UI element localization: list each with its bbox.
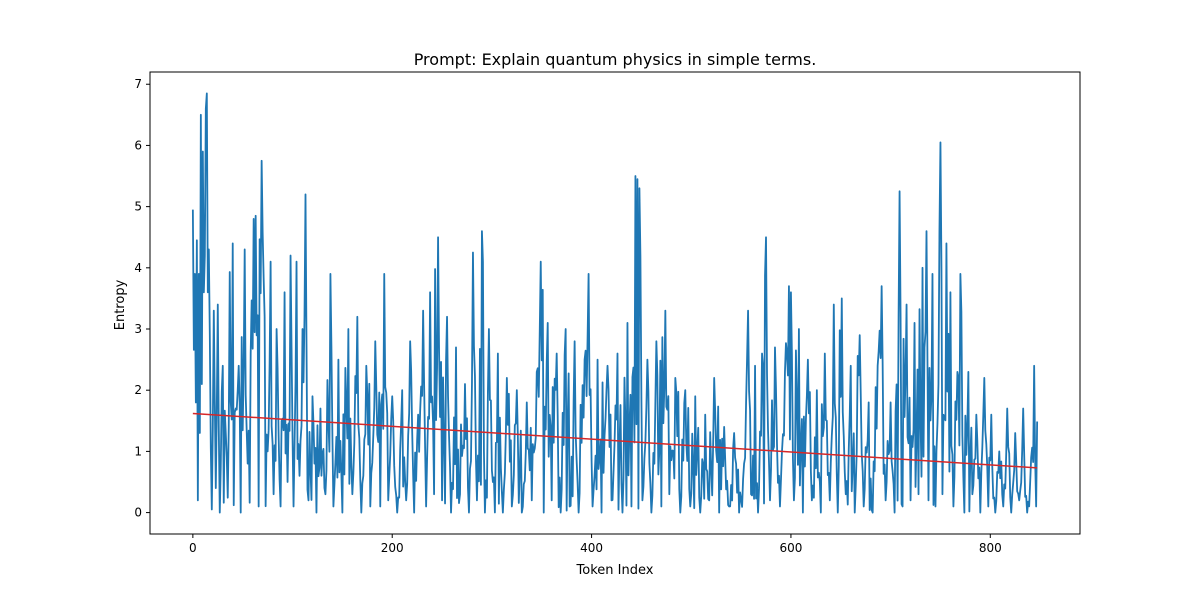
x-tick-label: 0 bbox=[189, 541, 197, 555]
y-tick-label: 2 bbox=[134, 383, 142, 397]
y-tick-label: 1 bbox=[134, 444, 142, 458]
x-axis: 0 200 400 600 800 bbox=[189, 534, 1002, 555]
entropy-line bbox=[191, 92, 1039, 514]
y-tick-label: 6 bbox=[134, 138, 142, 152]
y-axis-label: Entropy bbox=[113, 279, 128, 330]
x-tick-label: 800 bbox=[979, 541, 1002, 555]
y-tick-label: 7 bbox=[134, 77, 142, 91]
y-tick-label: 4 bbox=[134, 261, 142, 275]
x-axis-label: Token Index bbox=[576, 563, 654, 578]
plot-marks bbox=[191, 92, 1039, 514]
y-axis: 0 1 2 3 4 5 6 7 bbox=[134, 77, 150, 520]
y-tick-label: 3 bbox=[134, 322, 142, 336]
x-tick-label: 200 bbox=[381, 541, 404, 555]
x-tick-label: 400 bbox=[580, 541, 603, 555]
chart-title: Prompt: Explain quantum physics in simpl… bbox=[414, 50, 817, 69]
y-tick-label: 0 bbox=[134, 506, 142, 520]
y-tick-label: 5 bbox=[134, 200, 142, 214]
x-tick-label: 600 bbox=[779, 541, 802, 555]
trend-line bbox=[192, 412, 1038, 469]
plot-frame bbox=[149, 71, 1081, 535]
